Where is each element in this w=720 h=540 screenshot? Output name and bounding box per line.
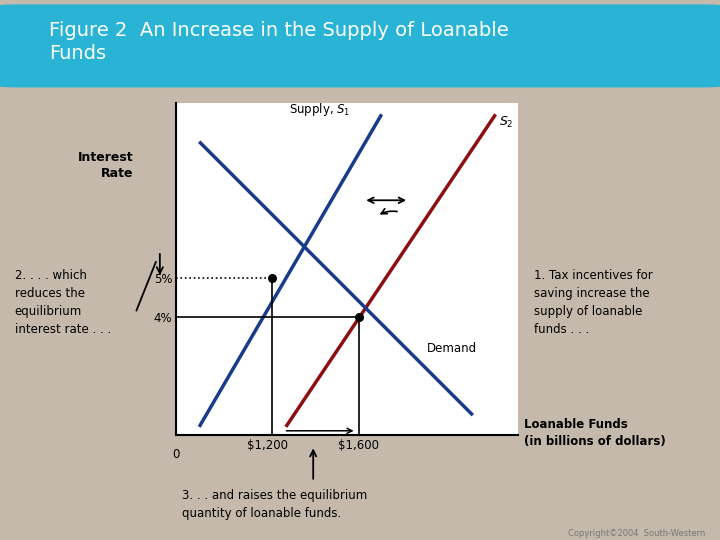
Text: Supply, $S_1$: Supply, $S_1$ — [289, 101, 351, 118]
FancyBboxPatch shape — [0, 4, 720, 87]
Text: 0: 0 — [173, 448, 180, 461]
Text: Loanable Funds
(in billions of dollars): Loanable Funds (in billions of dollars) — [524, 418, 666, 448]
Text: 3. . . and raises the equilibrium
quantity of loanable funds.: 3. . . and raises the equilibrium quanti… — [182, 489, 367, 519]
Text: 2. . . . which
reduces the
equilibrium
interest rate . . .: 2. . . . which reduces the equilibrium i… — [14, 269, 111, 336]
Text: Interest
Rate: Interest Rate — [78, 151, 133, 180]
Text: $S_2$: $S_2$ — [499, 114, 513, 130]
Text: Figure 2  An Increase in the Supply of Loanable
Funds: Figure 2 An Increase in the Supply of Lo… — [49, 21, 508, 63]
Text: 1. Tax incentives for
saving increase the
supply of loanable
funds . . .: 1. Tax incentives for saving increase th… — [534, 269, 653, 336]
Text: Copyright©2004  South-Western: Copyright©2004 South-Western — [568, 529, 706, 538]
Text: Demand: Demand — [427, 342, 477, 355]
